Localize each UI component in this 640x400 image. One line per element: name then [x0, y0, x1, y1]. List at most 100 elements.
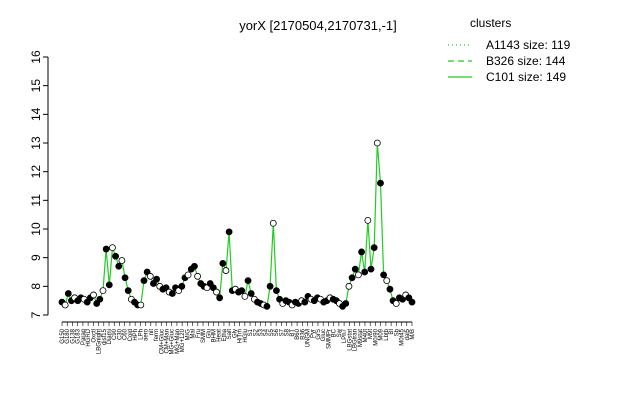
data-point — [370, 244, 378, 252]
data-point — [112, 252, 120, 260]
x-tick-label: G138 — [70, 328, 76, 343]
data-point — [383, 277, 391, 285]
x-tick-label: Cold — [128, 329, 134, 341]
data-point — [354, 271, 362, 279]
data-point — [342, 300, 350, 307]
data-point — [153, 275, 160, 283]
x-tick-label: S6 — [274, 328, 280, 336]
data-point — [238, 287, 246, 295]
data-point — [137, 301, 145, 309]
x-tick-label: MG+Gluc — [170, 329, 176, 355]
data-point — [194, 272, 201, 280]
x-tick-label: G150 — [60, 328, 66, 343]
x-tick-label: aero — [144, 328, 150, 341]
data-point — [178, 282, 186, 290]
x-tick-label: ferm — [154, 329, 160, 341]
y-tick-label: 16 — [29, 50, 43, 64]
data-point — [377, 179, 384, 187]
data-point — [140, 277, 148, 285]
data-point — [90, 291, 97, 299]
x-tick-label: HiTm — [238, 329, 244, 343]
data-point — [241, 292, 249, 300]
data-point — [105, 281, 113, 289]
x-tick-label: Diami — [107, 329, 113, 344]
x-tick-label: M0/90 — [373, 328, 379, 345]
x-tick-label: Pyr — [311, 329, 317, 338]
x-tick-label: Salt — [227, 329, 233, 340]
x-tick-label: LBGnight — [97, 329, 103, 354]
x-tick-label: C30 — [117, 328, 123, 340]
data-point — [392, 300, 400, 307]
x-tick-label: Lbtb — [384, 328, 390, 340]
x-tick-label: BI — [389, 329, 395, 335]
data-point — [213, 288, 220, 296]
y-tick-label: 7 — [29, 311, 43, 318]
data-point — [64, 290, 72, 297]
data-point — [373, 139, 381, 147]
data-point — [102, 245, 110, 253]
data-point — [115, 262, 123, 270]
data-point — [121, 274, 129, 282]
data-point — [219, 259, 227, 267]
x-tick-label: HGRD — [86, 328, 92, 346]
x-tick-label: S8 — [285, 328, 291, 336]
y-axis: 7 8 9 10 11 12 13 14 15 16 — [29, 50, 49, 318]
y-tick-label: 12 — [29, 165, 43, 179]
x-tick-label: CM+Man — [164, 329, 170, 354]
x-tick-label: Gluc — [321, 329, 327, 341]
x-tick-label: C60 — [123, 328, 129, 340]
x-tick-label: MG+120 — [180, 328, 186, 352]
x-tick-label: C90 — [112, 328, 118, 340]
y-tick-label: 9 — [29, 254, 43, 261]
x-tick-label: Fru — [196, 329, 202, 338]
data-point — [269, 219, 277, 227]
x-tick-label: S2 — [253, 328, 259, 336]
x-tick-label: B60 — [295, 328, 301, 339]
x-tick-label: Mal — [191, 329, 197, 339]
legend: clusters A1143 size: 119 B326 size: 144 … — [448, 16, 571, 84]
x-tick-label: M40t — [363, 329, 369, 343]
x-tick-label: S5 — [269, 328, 275, 336]
x-tick-label: Sw — [337, 328, 343, 337]
x-tick-label: GrS — [316, 329, 322, 340]
x-tick-label: CM+Gluc — [159, 329, 165, 354]
x-tick-label: M/B — [410, 329, 416, 340]
x-tick-label: SMM — [201, 329, 207, 343]
series-line — [61, 142, 413, 308]
data-point — [247, 290, 255, 297]
x-tick-label: S3 — [259, 328, 265, 336]
data-point — [301, 298, 309, 306]
x-tick-label: UNGM — [306, 329, 312, 347]
x-tick-label: dal5 — [405, 328, 411, 340]
x-tick-label: M/G — [185, 329, 191, 341]
series-layer — [58, 139, 416, 310]
x-tick-label: B36 — [300, 328, 306, 339]
y-tick-label: 10 — [29, 222, 43, 236]
x-tick-label: S7 — [279, 328, 285, 336]
x-tick-label: HGlu — [243, 329, 249, 343]
x-tick-label: Glu — [206, 329, 212, 338]
chart-title: yorX [2170504,2170731,-1] — [239, 18, 397, 33]
x-tick-label: Oxctl — [91, 329, 97, 343]
x-tick-label: dist15 — [102, 328, 108, 345]
y-tick-label: 13 — [29, 136, 43, 150]
data-point — [118, 257, 126, 264]
data-point — [96, 295, 104, 303]
x-tick-label: M9t — [368, 329, 374, 339]
data-point — [345, 282, 353, 290]
x-tick-label: Gly — [232, 329, 238, 338]
x-tick-label: LPh — [138, 329, 144, 340]
data-point — [273, 287, 280, 295]
x-tick-label: G183 — [76, 328, 82, 343]
legend-title: clusters — [470, 16, 511, 30]
data-point — [380, 271, 388, 279]
data-point — [99, 287, 107, 295]
x-tick-label: BT — [290, 329, 296, 337]
data-point — [191, 262, 198, 270]
x-tick-label: Heat — [217, 329, 223, 342]
x-tick-label: LBGtran — [353, 329, 359, 351]
data-point — [124, 287, 132, 295]
x-tick-label: M9stat — [358, 329, 364, 347]
x-tick-label: BC — [332, 328, 338, 337]
